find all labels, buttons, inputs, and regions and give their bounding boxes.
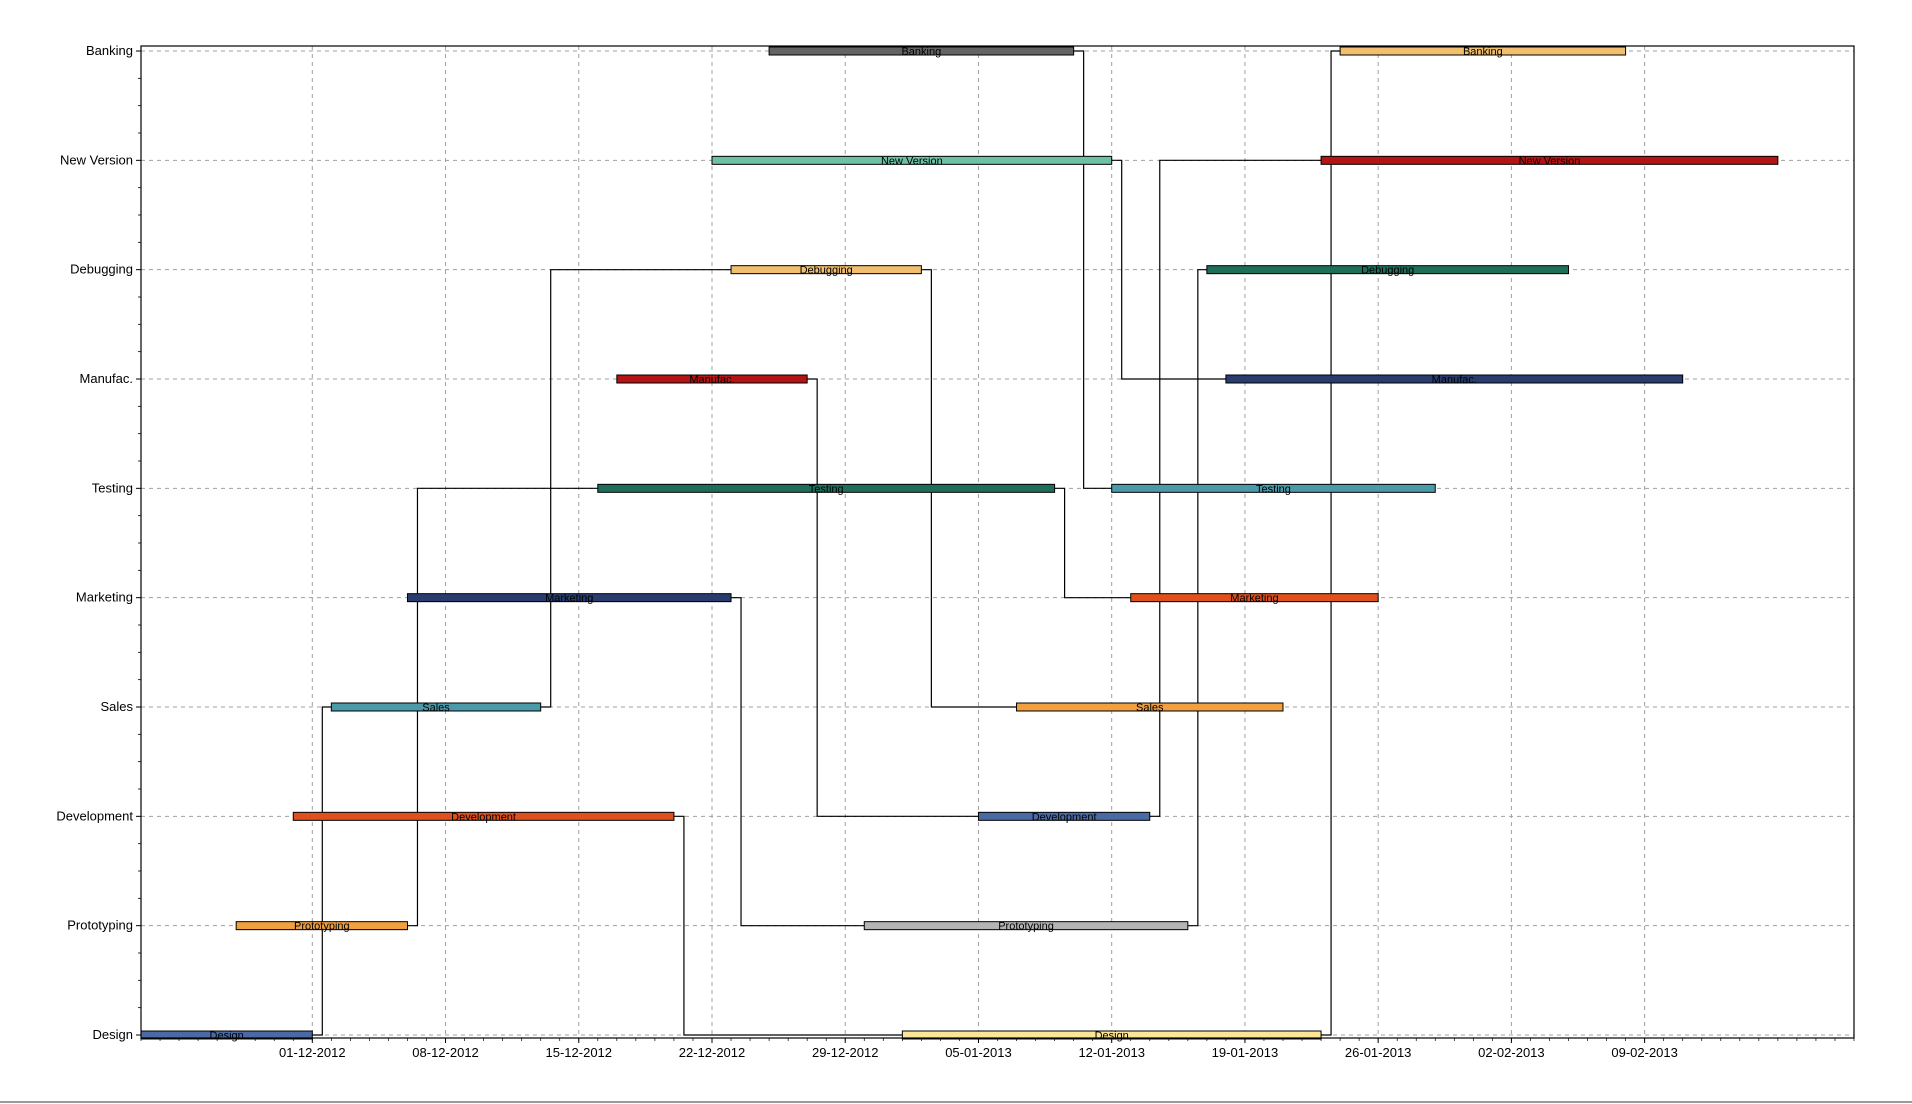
task-bar [330,702,542,712]
dependency-link [1073,50,1112,489]
task-bar-label: Design [210,1030,244,1042]
task-bar-label: Marketing [545,593,593,605]
task-bar [730,265,922,275]
task-bar [977,811,1151,821]
task-bar-label: Marketing [1230,593,1278,605]
y-tick-label: Marketing [76,590,133,605]
y-tick-label: Debugging [70,262,133,277]
task-bar-label: Manufac. [689,374,734,386]
x-tick-label: 19-01-2013 [1212,1045,1279,1060]
task-bar-label: Development [451,811,516,823]
dependency-link [540,269,732,708]
task-bar [406,593,732,603]
x-tick-label: 05-01-2013 [945,1045,1012,1060]
task-bar-label: Design [1095,1030,1129,1042]
task-bar-label: New Version [1519,155,1581,167]
task-bar-label: New Version [881,155,943,167]
task-bar [597,483,1056,493]
y-axis-ticks: Design Prototyping Development Sales Marketi… [56,43,141,1042]
x-tick-label: 26-01-2013 [1345,1045,1412,1060]
x-tick-label: 22-12-2012 [679,1045,746,1060]
y-tick-label: Testing [92,480,133,495]
y-tick-label: Sales [100,699,133,714]
y-tick-label: Prototyping [67,918,133,933]
dependency-link [731,597,865,927]
x-axis-ticks: 01-12-2012 08-12-2012 15-12-2012 22-12-2012… [140,1038,1855,1060]
task-bar-label: Testing [809,483,844,495]
task-bar [1206,265,1570,275]
task-bars: Design Prototyping Development Sales Marketi… [140,46,1779,1042]
y-tick-label: Design [93,1027,133,1042]
x-tick-label: 01-12-2012 [279,1045,346,1060]
x-tick-label: 09-02-2013 [1611,1045,1678,1060]
dependency-links [312,50,1341,1036]
task-bar [292,811,675,821]
dependency-link [807,378,979,817]
grid-lines [141,46,1854,1038]
task-bar-label: Debugging [800,265,853,277]
y-tick-label: Manufac. [80,371,133,386]
x-tick-label: 02-02-2013 [1478,1045,1545,1060]
task-bar-label: Debugging [1361,265,1414,277]
task-bar-label: Sales [1136,702,1164,714]
task-bar [711,155,1113,165]
task-bar [863,921,1189,931]
task-bar-label: Prototyping [998,921,1054,933]
dependency-link [1321,50,1341,1036]
task-bar-label: Development [1032,811,1097,823]
dependency-link [312,706,332,1036]
dependency-link [673,815,903,1036]
task-bar-label: Banking [901,46,941,58]
task-bar-label: Sales [422,702,450,714]
task-bar [1016,702,1284,712]
task-bar [616,374,808,384]
plot-area-frame [140,45,1855,1039]
task-bar [1111,483,1436,493]
task-bar [768,46,1075,56]
y-tick-label: Development [56,808,133,823]
x-tick-label: 12-01-2013 [1078,1045,1145,1060]
x-tick-label: 15-12-2012 [546,1045,613,1060]
task-bar [235,921,408,931]
dependency-link [1054,487,1131,599]
task-bar [1339,46,1627,56]
task-bar-label: Manufac. [1432,374,1477,386]
x-tick-label: 29-12-2012 [812,1045,879,1060]
task-bar-label: Banking [1463,46,1503,58]
y-tick-label: New Version [60,152,133,167]
task-bar-label: Testing [1256,483,1291,495]
task-bar [1225,374,1684,384]
dependency-link [1111,159,1226,380]
task-bar [1130,593,1379,603]
task-bar [1320,155,1779,165]
y-tick-label: Banking [86,43,133,58]
task-bar-label: Prototyping [294,921,350,933]
x-tick-label: 08-12-2012 [412,1045,479,1060]
